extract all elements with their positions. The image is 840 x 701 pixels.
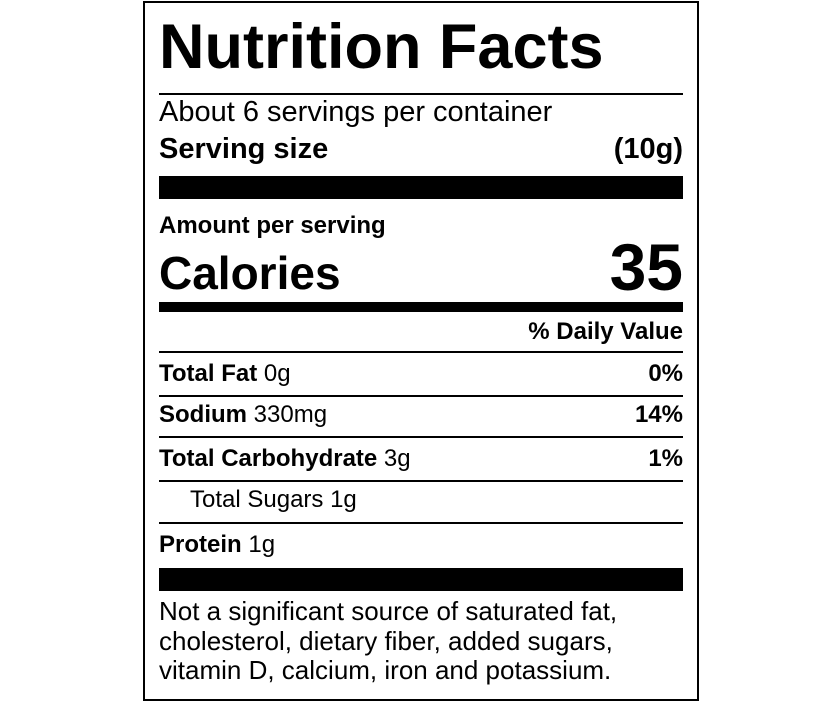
amount-per-serving: Amount per serving	[159, 212, 386, 239]
divider	[159, 436, 683, 438]
nutrient-row-total-fat: Total Fat 0g 0%	[159, 360, 683, 387]
divider	[159, 522, 683, 524]
servings-per-container: About 6 servings per container	[159, 96, 553, 128]
calories-value: 35	[609, 230, 683, 304]
nutrient-row-total-carbohydrate: Total Carbohydrate 3g 1%	[159, 445, 683, 472]
nutrient-row-sodium: Sodium 330mg 14%	[159, 401, 683, 428]
thick-divider	[159, 568, 683, 591]
serving-size-value: (10g)	[613, 133, 683, 165]
serving-size-label: Serving size	[159, 133, 329, 165]
serving-size-row: Serving size (10g)	[159, 132, 683, 166]
footnote: Not a significant source of saturated fa…	[159, 596, 618, 685]
divider	[159, 93, 683, 95]
divider	[159, 351, 683, 353]
calories-row: Calories 35	[159, 230, 683, 304]
divider	[159, 395, 683, 397]
thick-divider	[159, 176, 683, 199]
nutrient-row-protein: Protein 1g	[159, 531, 276, 558]
nutrition-facts-label: Nutrition Facts About 6 servings per con…	[143, 1, 699, 701]
label-title: Nutrition Facts	[159, 12, 604, 82]
divider	[159, 480, 683, 482]
calories-label: Calories	[159, 247, 341, 299]
medium-divider	[159, 302, 683, 312]
nutrient-row-total-sugars: Total Sugars 1g	[190, 486, 357, 513]
